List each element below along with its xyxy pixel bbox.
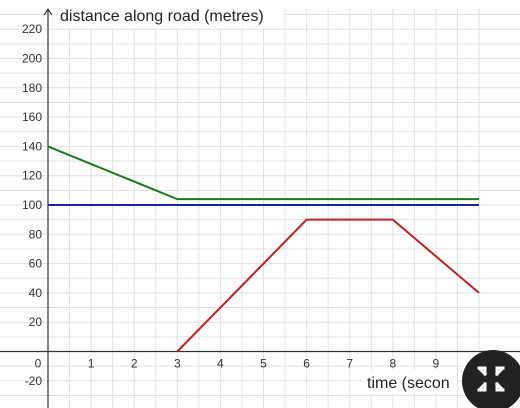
x-tick-label: 1 — [88, 357, 95, 371]
y-tick-label: 200 — [22, 52, 42, 66]
y-tick-label: 160 — [22, 110, 42, 124]
x-axis-label: time (secon — [367, 375, 450, 392]
x-tick-label: 9 — [433, 357, 440, 371]
x-tick-label: 3 — [174, 357, 181, 371]
series-line-red — [176, 218, 480, 353]
xlabel-background — [362, 370, 457, 394]
x-tick-label: 8 — [389, 357, 396, 371]
x-tick-label: 7 — [346, 357, 353, 371]
y-axis-label: distance along road (metres) — [60, 8, 264, 25]
y-tick-label: 20 — [29, 315, 43, 329]
ylabel-background — [52, 2, 284, 28]
y-tick-label: 140 — [22, 139, 42, 153]
x-tick-label: 2 — [131, 357, 138, 371]
series-layer — [47, 145, 480, 353]
y-axis-arrow — [43, 8, 53, 16]
x-tick-label: 5 — [260, 357, 267, 371]
exit-fullscreen-icon — [477, 366, 505, 392]
exit-fullscreen-button[interactable] — [462, 350, 520, 408]
y-tick-label: 120 — [22, 169, 42, 183]
y-tick-label: 40 — [29, 286, 43, 300]
y-tick-label: 80 — [29, 227, 43, 241]
y-tick-label: 60 — [29, 257, 43, 271]
exit-fullscreen-button-background[interactable] — [462, 350, 520, 408]
y-tick-label: 180 — [22, 81, 42, 95]
y-tick-label: -20 — [25, 374, 43, 388]
tick-labels: 0 1 2 3 4 5 6 7 8 9 -20 20 40 60 80 100 120 140 160 180 200 2… — [22, 22, 440, 388]
x-tick-label: 0 — [35, 357, 42, 371]
x-tick-label: 4 — [217, 357, 224, 371]
axes — [0, 8, 520, 408]
grid — [0, 9, 520, 408]
y-tick-label: 220 — [22, 22, 42, 36]
y-tick-label: 100 — [22, 198, 42, 212]
series-line-green — [47, 145, 479, 201]
x-tick-label: 6 — [303, 357, 310, 371]
